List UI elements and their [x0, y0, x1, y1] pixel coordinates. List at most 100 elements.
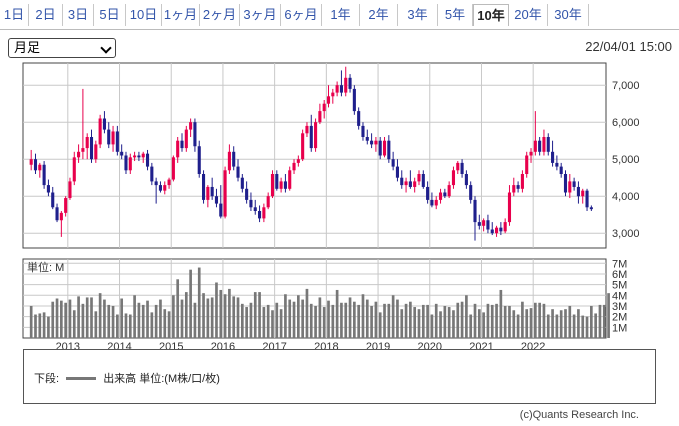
candle-body	[335, 85, 339, 93]
candle-body	[512, 185, 516, 193]
candle-body	[223, 170, 227, 217]
tab-4[interactable]: 5日	[94, 4, 126, 26]
candle-body	[447, 185, 451, 197]
volume-bar	[581, 315, 585, 338]
tab-9[interactable]: 6ヶ月	[281, 4, 322, 26]
candle-body	[400, 177, 404, 186]
candle-body	[499, 227, 503, 232]
year-label: 2022	[521, 341, 545, 350]
candle-body	[201, 174, 206, 200]
candle-body	[559, 166, 563, 174]
volume-bar	[607, 293, 610, 338]
candle-body	[490, 229, 494, 234]
candle-body	[232, 151, 236, 167]
volume-bar	[72, 310, 76, 338]
volume-bar	[266, 304, 270, 338]
volume-bar	[533, 302, 537, 338]
volume-bar	[348, 297, 352, 338]
volume-bar	[490, 304, 494, 338]
volume-bar	[206, 298, 210, 338]
volume-bar	[167, 311, 171, 338]
tab-8[interactable]: 3ヶ月	[240, 4, 281, 26]
candle-body	[141, 153, 145, 158]
volume-bar	[111, 305, 115, 338]
candle-body	[258, 211, 262, 219]
candle-body	[421, 174, 425, 187]
volume-bar	[555, 314, 559, 338]
tab-13[interactable]: 5年	[438, 4, 473, 26]
candle-body	[563, 174, 568, 193]
year-label: 2017	[262, 341, 286, 350]
candle-body	[464, 174, 468, 186]
candle-body	[292, 162, 296, 171]
tab-15[interactable]: 20年	[509, 4, 548, 26]
candle-body	[443, 192, 447, 197]
volume-bar	[51, 301, 55, 338]
candle-body	[572, 181, 576, 187]
candle-body	[214, 196, 219, 204]
volume-bar	[439, 311, 442, 338]
volume-bar	[318, 297, 322, 338]
tab-11[interactable]: 2年	[360, 4, 398, 26]
volume-bar	[137, 302, 141, 338]
legend: 下段: 出来高 単位:(M株/口/枚)	[34, 370, 220, 386]
candle-body	[456, 162, 460, 171]
tab-1[interactable]: 1日	[0, 4, 29, 26]
candle-body	[262, 207, 266, 219]
tab-16[interactable]: 30年	[548, 4, 589, 26]
candle-body	[426, 186, 430, 200]
candle-body	[520, 174, 524, 189]
volume-bar	[309, 303, 313, 338]
volume-bar	[421, 304, 425, 338]
volume-bar	[564, 309, 567, 338]
volume-bar	[512, 310, 516, 338]
candle-body	[370, 140, 374, 145]
volume-bar	[477, 309, 481, 338]
volume-bar	[210, 297, 214, 338]
volume-bar	[413, 307, 417, 338]
tab-12[interactable]: 3年	[398, 4, 438, 26]
year-label: 2016	[211, 341, 235, 350]
volume-bar	[568, 305, 572, 338]
volume-bar	[551, 309, 554, 338]
candle-body	[133, 155, 137, 158]
volume-bar	[378, 312, 382, 338]
volume-tick-label: 7M	[612, 258, 627, 270]
volume-bar	[331, 304, 335, 338]
candle-body	[219, 203, 223, 217]
volume-bar	[357, 304, 361, 338]
candle-body	[546, 137, 550, 152]
candle-body	[29, 159, 33, 165]
candle-body	[288, 170, 292, 189]
candle-body	[94, 144, 98, 160]
volume-bar	[42, 312, 46, 338]
tab-7[interactable]: 2ヶ月	[200, 4, 240, 26]
candle-body	[206, 186, 210, 200]
volume-bar	[598, 304, 602, 338]
tab-6[interactable]: 1ヶ月	[162, 4, 200, 26]
volume-bar	[228, 288, 231, 338]
candle-body	[529, 151, 533, 156]
volume-bar	[103, 299, 106, 338]
volume-bar	[249, 302, 253, 338]
tab-14[interactable]: 10年	[473, 4, 509, 26]
tab-5[interactable]: 10日	[126, 4, 162, 26]
volume-bar	[529, 308, 533, 338]
candle-body	[361, 125, 365, 137]
tab-2[interactable]: 2日	[29, 4, 63, 26]
candle-body	[309, 125, 313, 149]
volume-bar	[594, 313, 597, 338]
candle-body	[538, 140, 542, 152]
volume-bar	[521, 301, 524, 338]
tab-10[interactable]: 1年	[322, 4, 360, 26]
candle-body	[395, 166, 399, 178]
volume-bar	[443, 305, 447, 338]
candle-body	[451, 170, 456, 186]
volume-bar	[572, 314, 576, 338]
tab-3[interactable]: 3日	[63, 4, 94, 26]
candle-period-select[interactable]: 月足	[8, 38, 116, 58]
volume-bar	[516, 314, 520, 338]
volume-bar	[301, 299, 304, 338]
candle-body	[150, 166, 154, 182]
